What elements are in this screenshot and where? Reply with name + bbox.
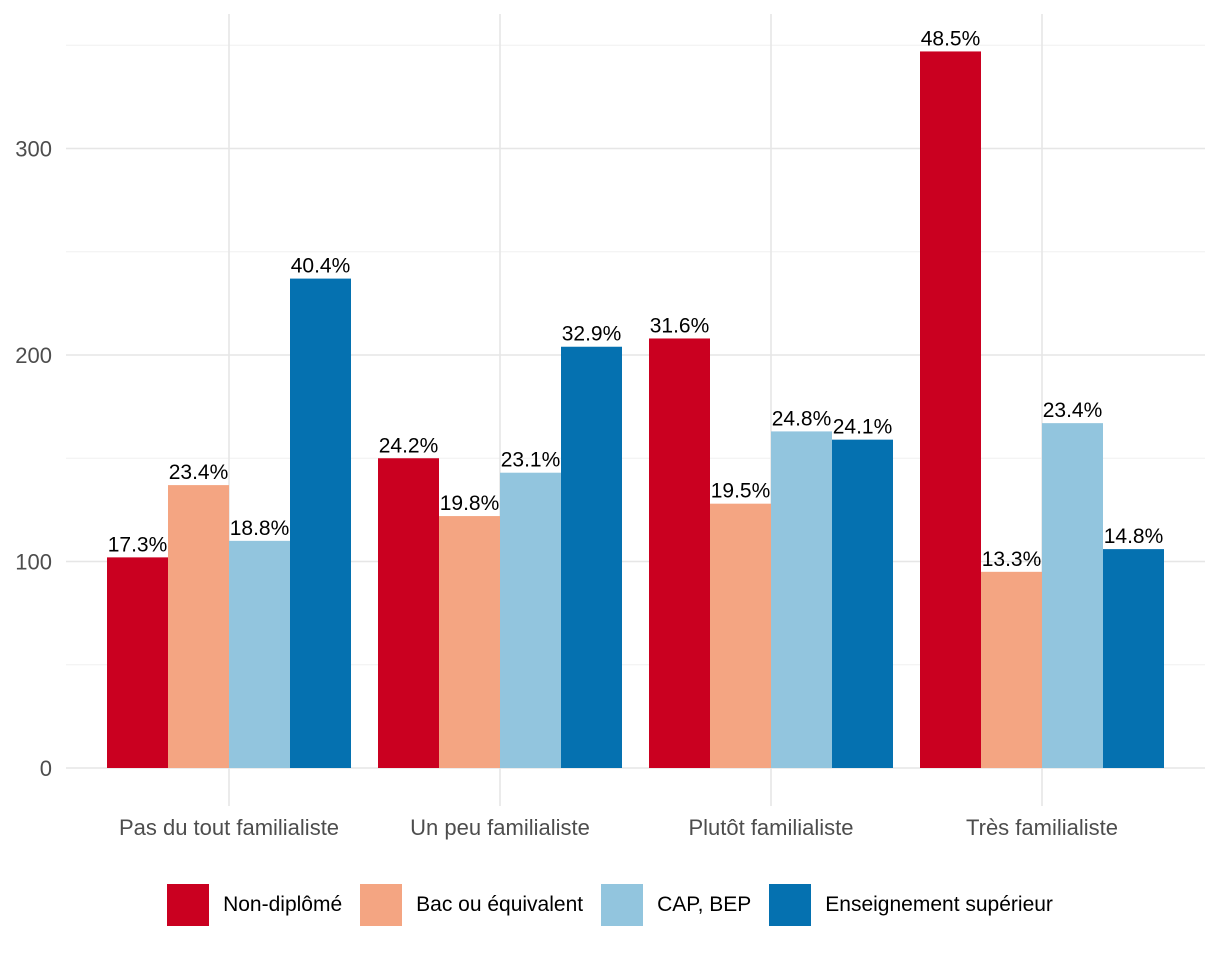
bar [168,485,229,768]
x-tick-label: Pas du tout familialiste [119,815,339,840]
bar [710,503,771,768]
x-tick-label: Très familialiste [966,815,1118,840]
bar [649,338,710,768]
x-axis-tick-labels: Pas du tout familialiste Un peu familiali… [119,815,1118,840]
bar-value-label: 24.1% [833,416,893,439]
y-axis-tick-labels: 0 100 200 300 [15,137,52,782]
bar [290,278,351,768]
bar [981,571,1042,768]
bar-value-label: 18.8% [230,517,290,540]
bars [107,51,1164,768]
legend-label: CAP, BEP [657,893,752,916]
bar [920,51,981,768]
bar [378,458,439,768]
legend-label: Bac ou équivalent [416,893,584,916]
y-tick-label: 100 [15,550,52,575]
legend-swatch [601,884,644,926]
legend: Non-diplômé Bac ou équivalent CAP, BEP Ense… [0,884,1220,926]
bar-value-label: 32.9% [562,323,622,346]
y-tick-label: 300 [15,137,52,162]
y-tick-label: 0 [40,756,52,781]
bar [107,557,168,768]
bar-value-label: 40.4% [291,255,351,278]
legend-label: Non-diplômé [223,893,343,916]
bar-value-label: 48.5% [921,27,981,50]
bar [500,472,561,768]
legend-label: Enseignement supérieur [825,893,1053,916]
legend-swatch [360,884,403,926]
bar [229,540,290,768]
data-labels: 17.3% 24.2% 31.6% 48.5% 23.4% 19.8% 19.5% 13.3%… [108,27,1164,570]
bar [832,439,893,768]
x-tick-label: Plutôt familialiste [688,815,853,840]
legend-item: Non-diplômé [167,884,342,926]
bar-value-label: 14.8% [1104,525,1164,548]
legend-item: CAP, BEP [601,884,751,926]
bar-value-label: 23.1% [501,449,561,472]
bar-value-label: 17.3% [108,533,168,556]
bar [1042,423,1103,768]
bar-value-label: 23.4% [1043,399,1103,422]
legend-item: Enseignement supérieur [769,884,1053,926]
bar [561,346,622,768]
bar-value-label: 24.2% [379,434,439,457]
bar-value-label: 19.5% [711,480,771,503]
bar [771,431,832,768]
bar [439,516,500,768]
bar-value-label: 31.6% [650,314,710,337]
y-tick-label: 200 [15,343,52,368]
bar-value-label: 23.4% [169,461,229,484]
bar-value-label: 19.8% [440,492,500,515]
legend-swatch [167,884,210,926]
legend-swatch [769,884,812,926]
bar-value-label: 24.8% [772,407,832,430]
legend-item: Bac ou équivalent [360,884,583,926]
bar [1103,549,1164,768]
x-tick-label: Un peu familialiste [410,815,590,840]
bar-value-label: 13.3% [982,548,1042,571]
